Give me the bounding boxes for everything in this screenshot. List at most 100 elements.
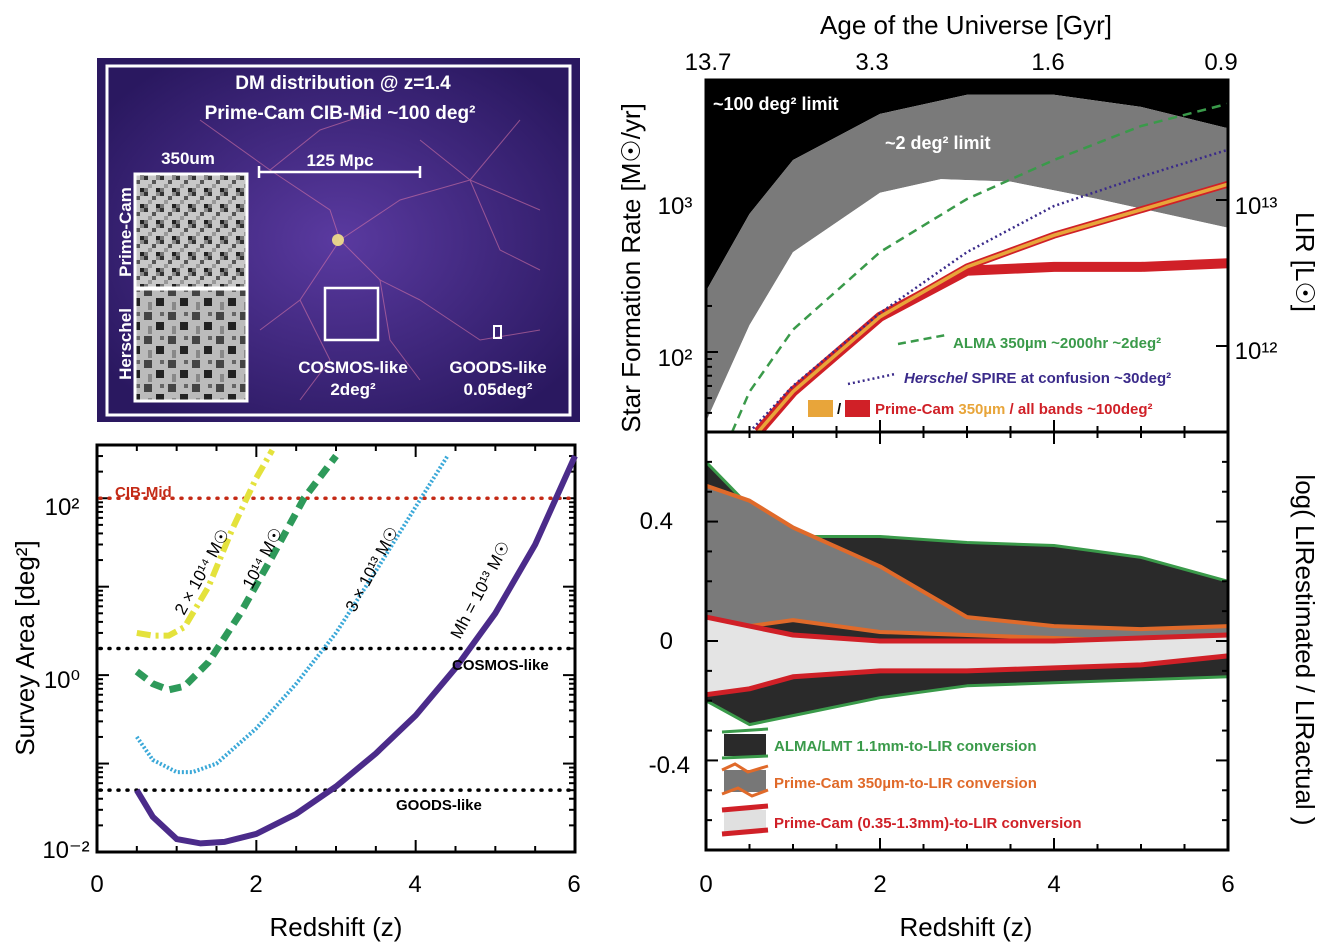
limit-2-area	[706, 94, 1228, 422]
sfr-ytick-1000: 10³	[658, 193, 693, 220]
primecam-all-upper-edge	[705, 614, 1229, 644]
legend-allbands-band-edge-top	[721, 803, 769, 813]
survey-area-panel: CIB-Mid COSMOS-like GOODS-like 2 × 10¹⁴ …	[10, 443, 581, 942]
limit-2-label: ~2 deg² limit	[885, 133, 991, 153]
legend-allbands-band-fill	[724, 810, 766, 832]
lir-ratio-panel: ALMA/LMT 1.1mm-to-LIR conversion Prime-C…	[640, 430, 1320, 942]
legend-pc-a: Prime-Cam	[875, 401, 958, 418]
cosmos-box	[323, 286, 380, 342]
cib-mid-label: CIB-Mid	[115, 484, 172, 501]
legend-pc-slash: /	[837, 401, 842, 418]
lir-xtick-2: 2	[873, 871, 886, 898]
goods-label: GOODS-like	[449, 358, 546, 377]
sfr-minor-ticks	[705, 79, 1229, 433]
sim-title-1: DM distribution @ z=1.4	[235, 73, 451, 94]
age-tick-33: 3.3	[855, 49, 888, 76]
lir-xtick-4: 4	[1047, 871, 1060, 898]
inset-primecam-map	[133, 172, 249, 290]
scale-bar-label: 125 Mpc	[306, 151, 373, 170]
age-tick-16: 1.6	[1031, 49, 1064, 76]
sim-title-2: Prime-Cam CIB-Mid ~100 deg²	[205, 103, 476, 124]
legend-herschel-rest: SPIRE at confusion ~30deg²	[967, 370, 1171, 387]
survey-ylabel: Survey Area [deg²]	[10, 540, 40, 755]
sfr-panel: ~100 deg² limit ~2 deg² limit ALMA 350µm…	[616, 10, 1320, 436]
lir-ytick-04: 0.4	[640, 508, 673, 535]
survey-curve-0	[134, 454, 578, 847]
cosmos-line-label: COSMOS-like	[452, 657, 549, 674]
legend-alma-band-edge-top	[721, 727, 769, 734]
goods-line-label: GOODS-like	[396, 797, 482, 814]
legend-herschel: Herschel SPIRE at confusion ~30deg²	[904, 370, 1171, 387]
survey-curve-1	[135, 454, 450, 775]
survey-xlabel: Redshift (z)	[270, 912, 403, 942]
alma-lower-edge	[705, 675, 1229, 727]
legend-350-band-edge-top	[721, 762, 769, 774]
survey-curve-2	[134, 453, 339, 694]
lir-tick-1e12: 10¹²	[1235, 338, 1278, 365]
lir-tick-1e13: 10¹³	[1235, 193, 1278, 220]
legend-alma-band-fill	[724, 734, 766, 756]
legend-pc350-swatch	[808, 400, 833, 417]
inset-primecam-label: Prime-Cam	[116, 187, 135, 277]
legend-allbands-band-edge-bottom	[721, 827, 769, 837]
survey-ytick-1: 10⁰	[44, 667, 80, 694]
legend-350-band-edge-bottom	[721, 786, 769, 798]
goods-box	[493, 325, 502, 339]
legend-lir-all: Prime-Cam (0.35-1.3mm)-to-LIR conversion	[774, 815, 1082, 832]
legend-350-band	[721, 762, 769, 798]
wavelength-label: 350um	[161, 149, 215, 168]
survey-xtick-6: 6	[567, 871, 580, 898]
lir-ytick-m04: -0.4	[649, 752, 690, 779]
legend-herschel-italic: Herschel	[904, 370, 968, 387]
legend-350-band-fill	[724, 770, 766, 792]
cosmos-label: COSMOS-like	[298, 358, 408, 377]
curve-alma	[730, 102, 1229, 433]
lir-legend: ALMA/LMT 1.1mm-to-LIR conversion Prime-C…	[721, 727, 1082, 837]
legend-pc-c: / all bands ~100deg²	[1005, 401, 1152, 418]
lir-ytick-0: 0	[660, 628, 673, 655]
lir-bands	[704, 460, 1229, 727]
primecam-all-band	[706, 617, 1228, 695]
lir-ratio-ylabel: log( LIRestimated / LIRactual )	[1290, 474, 1320, 825]
legend-lir-350: Prime-Cam 350µm-to-LIR conversion	[774, 775, 1037, 792]
legend-lir-alma: ALMA/LMT 1.1mm-to-LIR conversion	[774, 738, 1037, 755]
sim-frame	[105, 64, 572, 417]
sfr-curves	[730, 102, 1229, 436]
lir-xtick-0: 0	[699, 871, 712, 898]
survey-reference-lines	[98, 496, 574, 792]
lir-xlabel: Redshift (z)	[900, 912, 1033, 942]
primecam-350-upper-edge	[705, 483, 1229, 632]
legend-pcall-swatch	[845, 400, 870, 417]
limit-100-label: ~100 deg² limit	[713, 94, 839, 114]
age-tick-09: 0.9	[1204, 49, 1237, 76]
survey-curves	[134, 448, 578, 847]
legend-pc-b: 350µm	[958, 401, 1005, 418]
legend-alma-band-edge-bottom	[721, 754, 769, 760]
goods-area: 0.05deg²	[464, 380, 533, 399]
lir-minor-ticks	[705, 432, 1229, 850]
cosmos-area: 2deg²	[330, 380, 376, 399]
lir-right-label: LIR [L☉]	[1290, 212, 1320, 312]
legend-allbands-band	[721, 803, 769, 837]
primecam-all-lower-edge	[705, 653, 1229, 698]
legend-primecam: Prime-Cam 350µm / all bands ~100deg²	[875, 401, 1153, 418]
simulation-panel: DM distribution @ z=1.4 Prime-Cam CIB-Mi…	[97, 58, 580, 422]
lir-xtick-6: 6	[1221, 871, 1234, 898]
below-limit-area	[706, 179, 1228, 432]
survey-xtick-4: 4	[408, 871, 421, 898]
survey-xtick-2: 2	[249, 871, 262, 898]
filament-web	[199, 109, 541, 401]
survey-xtick-0: 0	[90, 871, 103, 898]
legend-herschel-swatch	[847, 372, 896, 386]
inset-herschel-map	[133, 287, 249, 403]
survey-ytick-001: 10⁻²	[42, 837, 89, 864]
survey-curve-3	[136, 448, 275, 639]
limit-100-area	[706, 80, 1228, 292]
age-axis-label: Age of the Universe [Gyr]	[820, 10, 1112, 40]
sfr-ylabel: Star Formation Rate [M☉/yr]	[616, 103, 646, 433]
inset-herschel-label: Herschel	[116, 308, 135, 380]
legend-alma-swatch	[897, 333, 947, 346]
legend-alma: ALMA 350µm ~2000hr ~2deg²	[953, 335, 1161, 352]
sfr-limit-areas	[706, 80, 1228, 432]
